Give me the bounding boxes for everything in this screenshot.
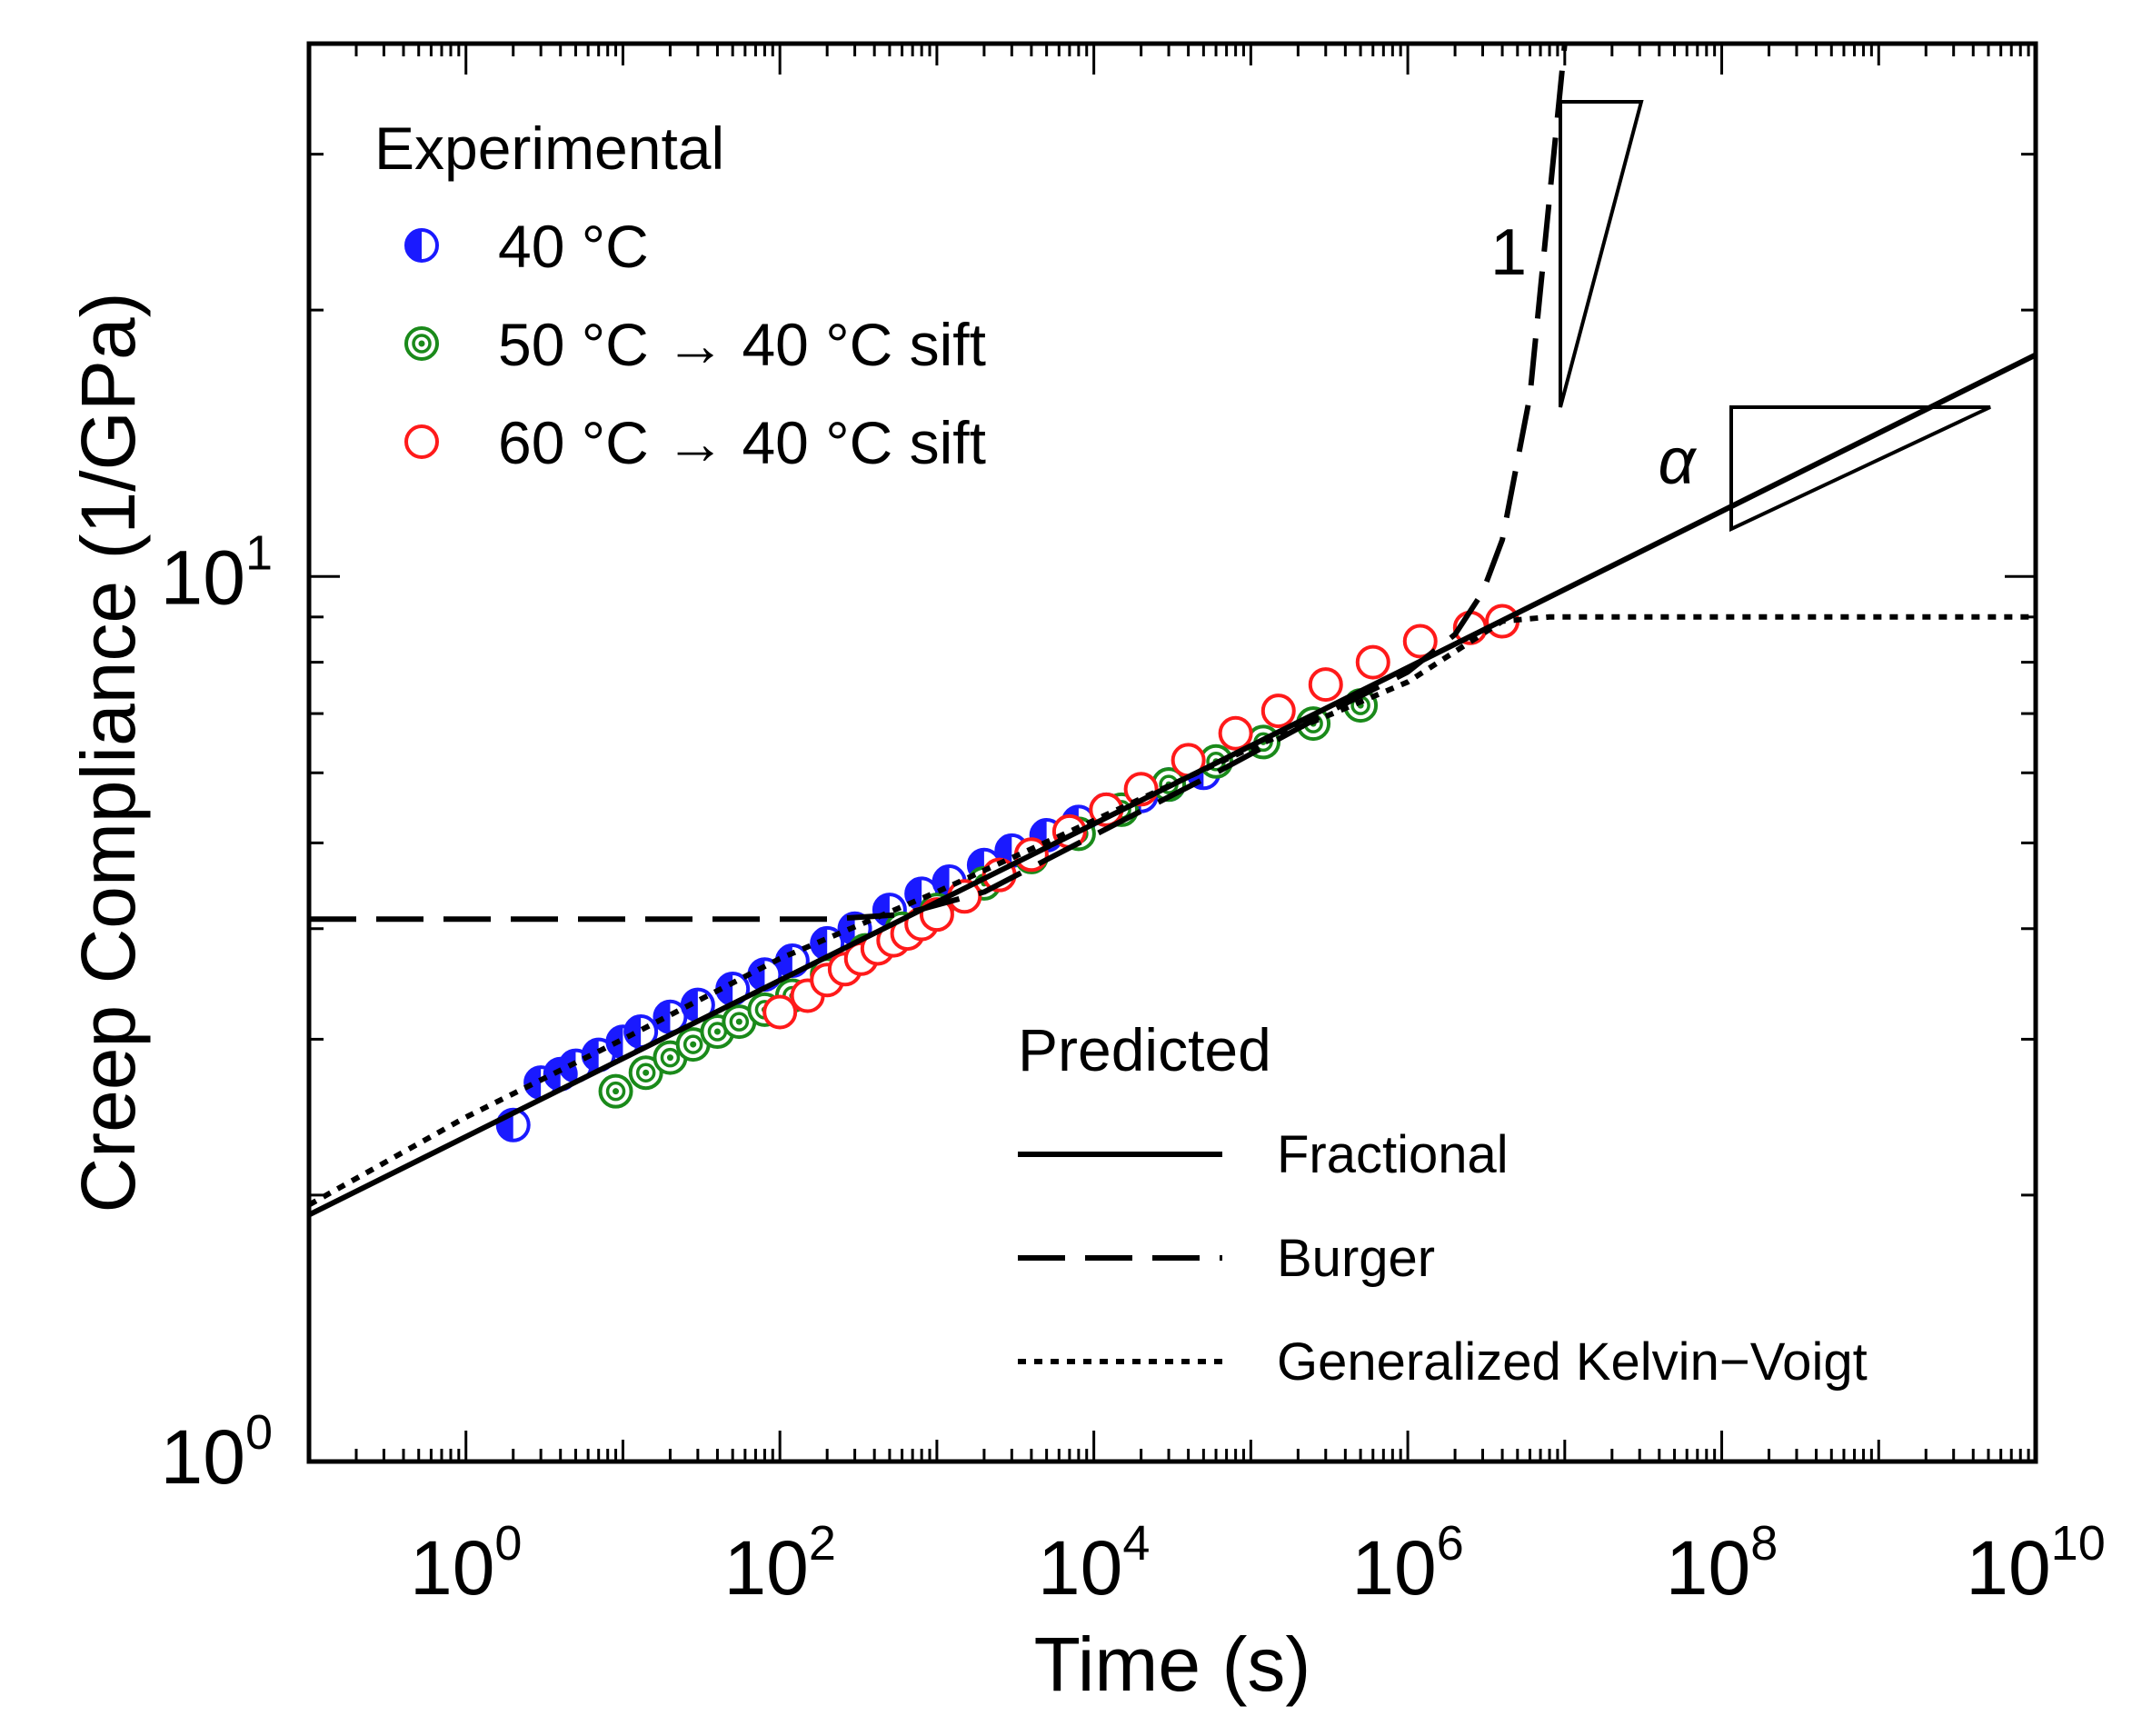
legend-marker: [404, 326, 439, 361]
series-line-generalized-kelvin-voigt: [309, 614, 2036, 1208]
x-tick-label: 1010: [1966, 1516, 2106, 1611]
slope-label-one: 1: [1490, 216, 1527, 289]
slope-triangle-one: [1559, 100, 1644, 408]
data-point: [1355, 644, 1390, 680]
series-layer: [309, 44, 2036, 1218]
legend-predicted-title: Predicted: [1018, 1016, 1271, 1083]
legend-experimental: Experimental 40 °C 50 °C → 40 °C sift 60 °…: [374, 115, 986, 476]
data-point: [1402, 624, 1438, 659]
data-point: [762, 994, 798, 1030]
slope-triangle-alpha: [1729, 405, 1991, 533]
legend-label: 40 °C: [498, 213, 649, 280]
data-point: [722, 1004, 757, 1040]
legend-experimental-title: Experimental: [374, 115, 724, 182]
legend-label: 50 °C → 40 °C sift: [498, 311, 986, 378]
legend-label: Fractional: [1277, 1125, 1509, 1184]
data-point: [1218, 715, 1253, 751]
y-tick-label: 100: [161, 1405, 273, 1500]
legend-predicted: Predicted Fractional Burger Generalized Ke…: [1018, 1016, 1868, 1392]
y-tick-label: 101: [161, 525, 273, 620]
data-point: [598, 1073, 633, 1109]
legend-marker: [404, 424, 439, 459]
data-point: [628, 1055, 663, 1091]
x-tick-label: 108: [1666, 1516, 1778, 1611]
x-tick-label: 102: [723, 1516, 835, 1611]
legend-label: Burger: [1277, 1229, 1435, 1288]
x-axis-title: Time (s): [1034, 1621, 1311, 1707]
slope-label-alpha: α: [1658, 425, 1697, 498]
plot-frame: [306, 41, 2038, 1464]
legend-predicted-items: Fractional Burger Generalized Kelvin−Voigt: [1018, 1125, 1868, 1392]
data-point: [1260, 693, 1296, 729]
x-tick-label: 104: [1038, 1516, 1150, 1611]
legend-marker: [404, 228, 439, 263]
x-tick-label: 106: [1351, 1516, 1463, 1611]
legend-label: 60 °C → 40 °C sift: [498, 409, 986, 476]
ticks-layer: [307, 42, 2037, 1463]
legend-label: Generalized Kelvin−Voigt: [1277, 1332, 1868, 1392]
legend-experimental-items: 40 °C 50 °C → 40 °C sift 60 °C → 40 °C sif…: [404, 213, 986, 476]
x-tick-label: 100: [410, 1516, 522, 1611]
tick-labels-layer: 100 102 104 106 108 1010 100 101: [161, 525, 2106, 1611]
y-axis-title: Creep Compliance (1/GPa): [65, 292, 151, 1212]
series-line-fractional: [309, 352, 2036, 1218]
data-point: [1308, 667, 1343, 703]
slope-annotation-layer: 1α: [1490, 100, 1991, 533]
series-line-burger: [309, 44, 1568, 923]
